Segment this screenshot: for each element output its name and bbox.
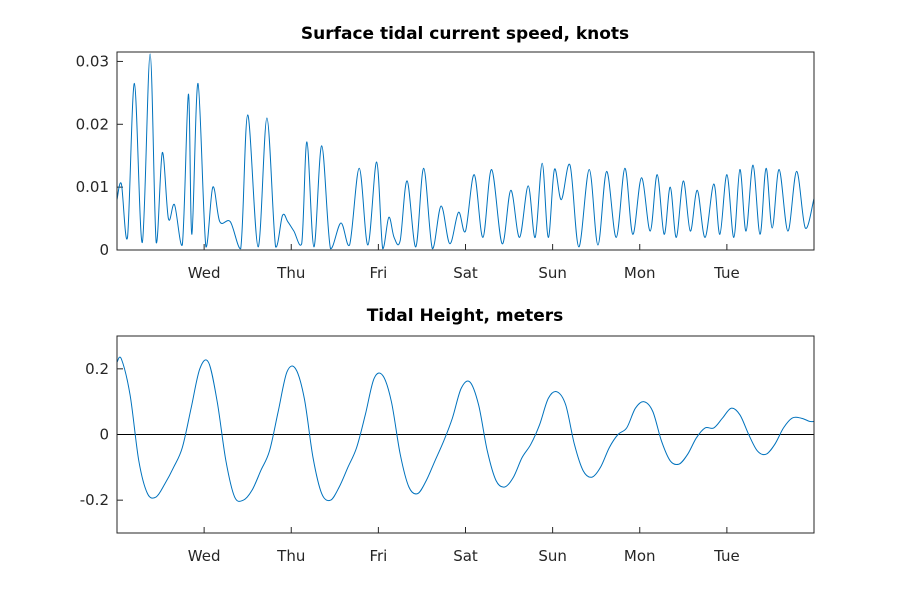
current-speed-y-tick-label: 0.02 xyxy=(76,115,109,133)
tidal-height-line xyxy=(116,356,815,502)
current-speed-x-tick-label: Sun xyxy=(538,264,567,282)
current-speed-x-tick-label: Wed xyxy=(188,264,221,282)
current-speed-axes-box xyxy=(116,51,815,251)
current-speed-y-axis: 0 0.01 0.02 0.03 xyxy=(76,52,123,259)
tidal-height-x-tick-label: Sun xyxy=(538,547,567,565)
tidal-height-y-tick-label: 0 xyxy=(99,426,109,444)
current-speed-title: Surface tidal current speed, knots xyxy=(301,24,629,44)
current-speed-x-axis: Wed Thu Fri Sat Sun Mon Tue xyxy=(188,244,740,282)
current-speed-y-tick-label: 0.01 xyxy=(76,178,109,196)
tidal-height-x-tick-label: Thu xyxy=(276,547,305,565)
current-speed-line xyxy=(116,53,815,250)
tidal-height-x-axis: Wed Thu Fri Sat Sun Mon Tue xyxy=(188,527,740,565)
current-speed-x-tick-label: Thu xyxy=(276,264,305,282)
tidal-height-y-tick-label: -0.2 xyxy=(80,491,109,509)
current-speed-x-tick-label: Fri xyxy=(369,264,387,282)
tidal-height-x-tick-label: Wed xyxy=(188,547,221,565)
tidal-height-y-axis: -0.2 0 0.2 xyxy=(80,360,123,509)
tidal-height-panel: Tidal Height, meters Wed Thu Fri Sat Sun Mon T… xyxy=(80,306,815,565)
tidal-height-x-tick-label: Fri xyxy=(369,547,387,565)
current-speed-y-tick-label: 0 xyxy=(99,241,109,259)
current-speed-panel: Surface tidal current speed, knots Wed Th… xyxy=(76,24,815,282)
tidal-height-y-tick-label: 0.2 xyxy=(85,360,109,378)
current-speed-x-tick-label: Tue xyxy=(713,264,740,282)
current-speed-x-tick-label: Sat xyxy=(453,264,478,282)
current-speed-x-tick-label: Mon xyxy=(624,264,656,282)
current-speed-y-tick-label: 0.03 xyxy=(76,52,109,70)
tidal-height-axes-box xyxy=(116,335,815,534)
tidal-height-x-tick-label: Tue xyxy=(713,547,740,565)
tidal-height-x-tick-label: Mon xyxy=(624,547,656,565)
tidal-height-x-tick-label: Sat xyxy=(453,547,478,565)
tidal-height-title: Tidal Height, meters xyxy=(367,306,564,326)
